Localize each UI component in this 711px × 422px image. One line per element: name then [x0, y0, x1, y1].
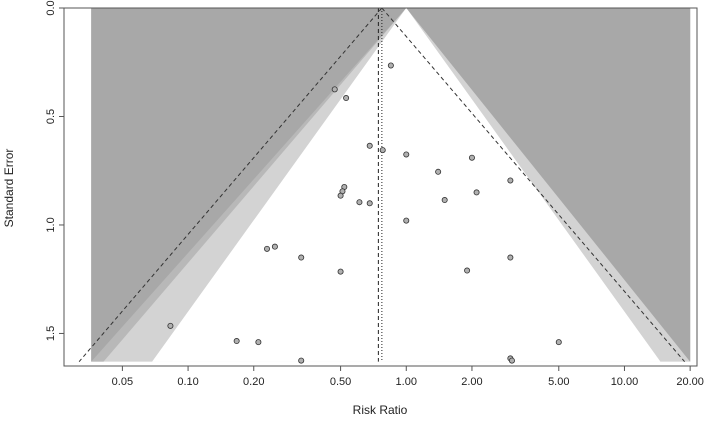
study-points — [167, 62, 562, 364]
study-point-17 — [403, 217, 410, 224]
study-point-22 — [337, 268, 344, 275]
study-point-19 — [264, 245, 271, 252]
contour-right-p0.01 — [406, 8, 691, 362]
study-point-23 — [464, 267, 471, 274]
x-tick-label-0.20: 0.20 — [243, 376, 264, 388]
study-point-18 — [271, 243, 278, 250]
y-tick-label-0.5: 0.5 — [45, 109, 57, 124]
study-point-24 — [167, 322, 174, 329]
x-tick-label-0.05: 0.05 — [112, 376, 133, 388]
summary-estimate-lines — [377, 8, 383, 362]
study-point-26 — [255, 339, 262, 346]
study-point-16 — [366, 200, 373, 207]
funnel-right-line — [381, 7, 685, 362]
y-tick-label-0.0: 0.0 — [45, 0, 57, 15]
plot-border — [63, 7, 698, 367]
study-point-27 — [555, 339, 562, 346]
study-point-6 — [403, 151, 410, 158]
study-point-4 — [366, 142, 373, 149]
study-point-13 — [337, 192, 344, 199]
non-significance-region — [152, 8, 661, 362]
study-point-3 — [343, 95, 350, 102]
significance-contours — [91, 8, 691, 362]
study-point-25 — [233, 338, 240, 345]
x-tick-label-10.00: 10.00 — [611, 376, 639, 388]
plot-frame — [63, 7, 698, 367]
study-point-30 — [508, 357, 515, 364]
study-point-12 — [473, 189, 480, 196]
pseudo-confidence-funnel — [78, 7, 685, 362]
x-axis: 0.05 0.10 0.20 0.50 1.00 2.00 5.00 10.00 20.00 — [112, 366, 704, 388]
x-tick-label-5.00: 5.00 — [548, 376, 569, 388]
study-point-2 — [331, 86, 338, 93]
x-tick-label-1.00: 1.00 — [396, 376, 417, 388]
contour-left-p0.01 — [91, 8, 407, 362]
study-point-8 — [435, 168, 442, 175]
funnel-left-line — [78, 7, 383, 362]
y-axis-title: Standard Error — [2, 149, 16, 228]
study-point-15 — [356, 199, 363, 206]
study-point-21 — [507, 254, 514, 261]
study-point-14 — [441, 197, 448, 204]
study-point-7 — [468, 154, 475, 161]
study-point-1 — [387, 62, 394, 69]
study-point-5 — [379, 147, 386, 154]
x-tick-label-2.00: 2.00 — [461, 376, 482, 388]
y-axis: 0.0 0.5 1.0 1.5 — [45, 0, 64, 341]
x-tick-label-20.00: 20.00 — [676, 376, 704, 388]
study-point-20 — [298, 254, 305, 261]
x-axis-title: Risk Ratio — [353, 403, 408, 417]
study-point-9 — [507, 177, 514, 184]
x-tick-label-0.50: 0.50 — [330, 376, 351, 388]
y-tick-label-1.5: 1.5 — [45, 326, 57, 341]
y-tick-label-1.0: 1.0 — [45, 217, 57, 232]
study-point-28 — [298, 357, 305, 364]
x-tick-label-0.10: 0.10 — [177, 376, 198, 388]
